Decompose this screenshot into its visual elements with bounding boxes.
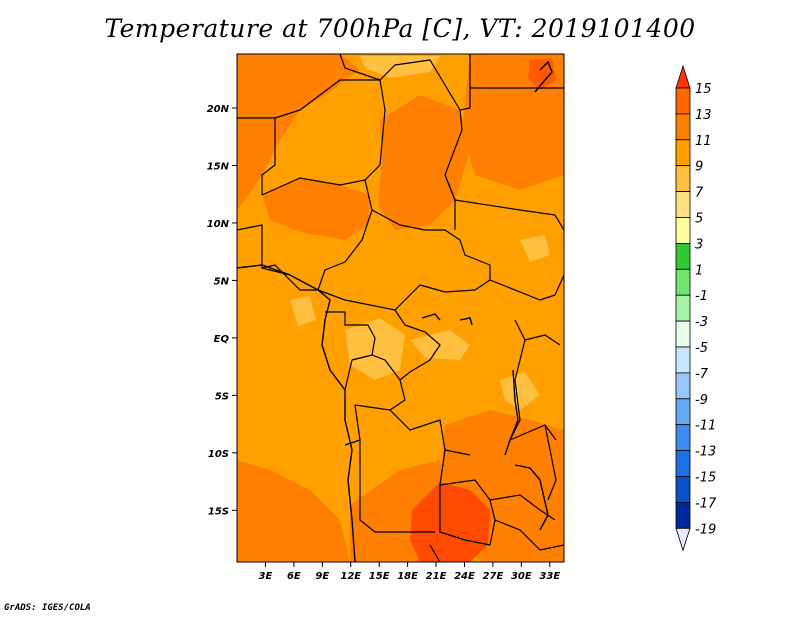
colorbar-label: -7 xyxy=(695,367,709,382)
colorbar-label: 9 xyxy=(695,160,703,175)
colorbar-bottom-triangle xyxy=(675,527,691,552)
cool-patch-congo xyxy=(345,318,405,380)
warm-band-central-north xyxy=(378,95,470,230)
colorbar-box xyxy=(675,450,691,477)
lon-tick-label: 27E xyxy=(483,571,504,582)
lon-tick-label: 6E xyxy=(287,571,301,582)
colorbar-box xyxy=(675,424,691,452)
colorbar-box xyxy=(675,372,691,400)
lat-tick-label: 15S xyxy=(208,506,229,517)
colorbar-label: -3 xyxy=(695,315,708,330)
colorbar-box xyxy=(675,217,691,244)
colorbar-box xyxy=(675,346,691,374)
colorbar-box xyxy=(675,294,691,322)
country-borders xyxy=(237,54,564,562)
colorbar-label: -9 xyxy=(695,393,708,408)
temperature-field xyxy=(237,54,564,562)
colorbar-box xyxy=(675,501,691,529)
colorbar-box xyxy=(675,113,691,141)
colorbar-label: -13 xyxy=(695,445,716,460)
cool-patch-west-coast xyxy=(290,296,316,326)
colorbar-label: 13 xyxy=(695,108,712,123)
lon-tick-label: 24E xyxy=(454,571,475,582)
lon-tick-label: 9E xyxy=(315,571,329,582)
lat-tick-label: 20N xyxy=(207,104,230,115)
cool-patch-lakes xyxy=(500,372,540,410)
colorbar-label: 15 xyxy=(695,82,712,97)
lon-tick-label: 21E xyxy=(426,571,447,582)
lon-tick-label: 33E xyxy=(539,571,560,582)
colorbar-box xyxy=(675,398,691,426)
map-frame xyxy=(236,53,565,563)
lat-tick-label: EQ xyxy=(214,334,230,345)
lat-tick-label: 15N xyxy=(207,161,230,172)
warm-band-north-west xyxy=(237,54,360,210)
warm-band-sahel-west xyxy=(262,178,370,240)
colorbar-label: -15 xyxy=(695,471,716,486)
hot-core-south xyxy=(410,482,490,562)
warm-band-south-west xyxy=(237,460,350,562)
colorbar-label: -11 xyxy=(695,419,716,434)
colorbar-label: -19 xyxy=(695,522,716,537)
colorbar-label: -1 xyxy=(695,289,708,304)
colorbar-top-triangle xyxy=(675,64,691,89)
colorbar-label: 3 xyxy=(695,237,703,252)
colorbar-label: -5 xyxy=(695,341,708,356)
map-title: Temperature at 700hPa [C], VT: 201910140… xyxy=(104,14,696,43)
colorbar-box xyxy=(675,165,691,192)
colorbar-label: 1 xyxy=(695,263,703,278)
colorbar-label: 11 xyxy=(695,134,712,149)
lat-tick-label: 10N xyxy=(207,219,230,230)
coastlines xyxy=(237,60,553,562)
lon-tick-label: 30E xyxy=(511,571,532,582)
lon-tick-label: 3E xyxy=(259,571,273,582)
lat-tick-label: 10S xyxy=(208,449,229,460)
colorbar-box xyxy=(675,191,691,218)
colorbar-box xyxy=(675,476,691,503)
colorbar-box xyxy=(675,268,691,296)
cool-patch-east xyxy=(520,235,550,262)
colorbar-label: 5 xyxy=(695,212,703,227)
lon-tick-label: 18E xyxy=(397,571,418,582)
colorbar-box xyxy=(675,139,691,167)
latitude-axis: 20N 15N 10N 5N EQ 5S 10S 15S xyxy=(207,104,237,517)
lon-tick-label: 15E xyxy=(369,571,390,582)
colorbar-box xyxy=(675,87,691,115)
longitude-axis: 3E 6E 9E 12E 15E 18E 21E 24E 27E 30E 33E xyxy=(259,562,560,582)
lat-tick-label: 5N xyxy=(214,276,230,287)
lon-tick-label: 12E xyxy=(340,571,361,582)
colorbar-label: 7 xyxy=(695,186,704,201)
colorbar-box xyxy=(675,242,691,270)
colorbar-box xyxy=(675,320,691,348)
lat-tick-label: 5S xyxy=(215,391,229,402)
credit-text: GrADS: IGES/COLA xyxy=(4,603,91,613)
colorbar: 15 13 11 9 7 5 3 1 -1 -3 -5 -7 -9 -11 -13 -15 -17 -19 xyxy=(675,64,717,552)
colorbar-label: -17 xyxy=(695,496,717,511)
